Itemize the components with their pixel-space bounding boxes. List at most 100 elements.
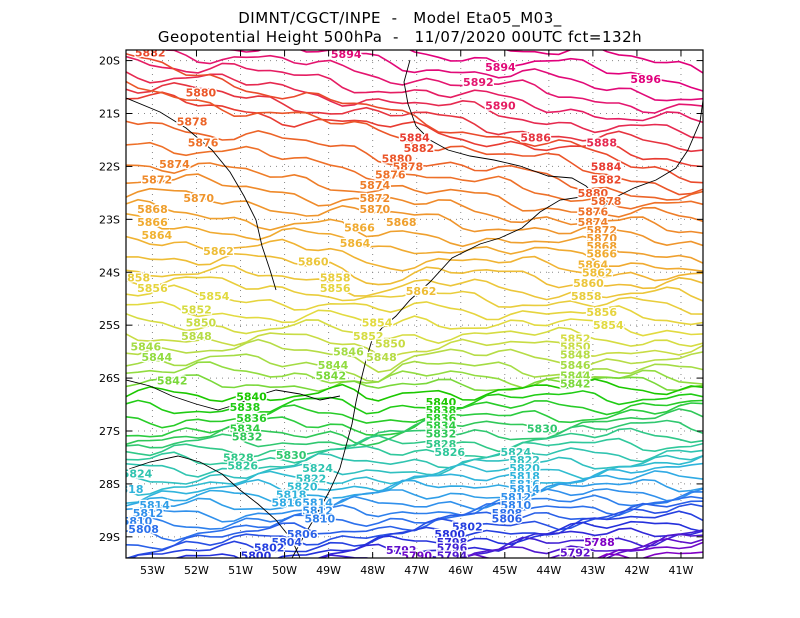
contour-label: 5882 [135, 47, 166, 60]
contour-line-5894 [221, 50, 703, 102]
contour-label: 5862 [582, 266, 613, 279]
contour-label: 5864 [578, 258, 609, 271]
contour-label: 5876 [188, 137, 219, 150]
contour-label: 5886 [520, 131, 551, 144]
contour-line-5856 [126, 284, 703, 326]
contour-line-5890 [126, 55, 703, 124]
contour-label: 5794 [437, 549, 468, 562]
contour-label: 5854 [199, 290, 230, 303]
contour-label: 5840 [236, 391, 267, 404]
contour-label: 5870 [586, 232, 617, 245]
x-tick-label: 52W [184, 564, 209, 577]
contour-label: 5804 [271, 536, 302, 549]
contour-label: 5812 [500, 491, 531, 504]
contour-label: 5852 [181, 303, 212, 316]
y-tick-label: 28S [99, 478, 120, 491]
contour-label: 5792 [386, 544, 417, 557]
contour-label: 5870 [183, 192, 214, 205]
contour-label: 5818 [113, 483, 144, 496]
contour-label: 5878 [177, 115, 208, 128]
contour-label: 5812 [302, 504, 333, 517]
contour-line-5796 [318, 529, 703, 558]
contour-label: 5872 [142, 174, 173, 187]
contour-line-5840 [126, 378, 703, 403]
coastline [126, 59, 703, 558]
contour-line-5854 [126, 301, 703, 337]
contour-line-5788 [596, 551, 703, 558]
x-tick-label: 46W [448, 564, 473, 577]
contour-label: 5888 [586, 137, 617, 150]
contour-label: 5824 [122, 467, 153, 480]
contour-label: 5850 [186, 317, 217, 330]
contour-label: 5806 [287, 528, 318, 541]
contour-label: 5822 [296, 473, 327, 486]
y-tick-label: 22S [99, 160, 120, 173]
x-tick-label: 41W [669, 564, 694, 577]
contour-line-5800 [173, 520, 703, 558]
contour-line-5830 [126, 419, 703, 449]
contour-line-5826 [126, 437, 703, 466]
contour-label: 5868 [586, 240, 617, 253]
contour-label: 5848 [181, 330, 212, 343]
contour-label: 5862 [406, 285, 437, 298]
contour-label: 5810 [500, 499, 531, 512]
contour-label: 5884 [399, 131, 430, 144]
contour-label: 5858 [571, 290, 602, 303]
contour-line-5818 [126, 462, 703, 504]
contour-line-5886 [126, 81, 703, 153]
contour-label: 5894 [485, 61, 516, 74]
contour-label: 5854 [593, 319, 624, 332]
contour-line-5814 [126, 478, 703, 511]
contour-label: 5792 [560, 547, 591, 560]
contour-label: 5802 [254, 541, 285, 554]
contour-label: 5844 [560, 369, 591, 382]
contour-line-5808 [126, 495, 703, 542]
contour-label: 5836 [236, 412, 267, 425]
contour-label: 5880 [382, 152, 413, 165]
contour-line-5888 [126, 71, 703, 139]
contour-label: 5828 [223, 451, 254, 464]
chart-title-line2: Geopotential Height 500hPa - 11/07/2020 … [158, 28, 642, 46]
contour-line-5828 [126, 427, 703, 459]
contour-line-5882 [126, 53, 703, 184]
contour-label: 5818 [509, 470, 540, 483]
contour-label: 5846 [333, 346, 364, 359]
contour-line-5848 [126, 338, 703, 373]
contour-label: 5852 [353, 330, 384, 343]
x-tick-label: 49W [316, 564, 341, 577]
contour-label: 5798 [437, 536, 468, 549]
contour-label: 5878 [591, 195, 622, 208]
y-axis: 20S 21S 22S 23S 24S 25S 26S 27S 28S 29S [99, 55, 703, 544]
contour-label: 5842 [157, 375, 188, 388]
contour-label: 5866 [137, 216, 168, 229]
coastline-lagoon [126, 455, 301, 558]
contour-label: 5840 [426, 396, 457, 409]
contour-label: 5862 [203, 245, 234, 258]
contour-lines [126, 50, 703, 558]
contour-label: 5882 [591, 174, 622, 187]
contour-label: 5894 [331, 48, 362, 61]
contour-label: 5850 [560, 340, 591, 353]
contour-line-5812 [126, 488, 703, 523]
contour-label: 5876 [375, 168, 406, 181]
x-tick-label: 48W [360, 564, 385, 577]
contour-label: 5824 [302, 462, 333, 475]
contour-label: 5802 [452, 520, 483, 533]
contour-label: 5816 [271, 496, 302, 509]
contour-label: 5838 [230, 401, 261, 414]
contour-label: 5830 [527, 422, 558, 435]
coastline-inland [126, 97, 277, 291]
contour-line-5858 [126, 276, 703, 315]
contour-label: 5868 [137, 203, 168, 216]
contour-label: 5858 [320, 272, 351, 285]
coastline-sp-rj [403, 59, 703, 207]
contour-label: 5800 [434, 528, 465, 541]
contour-label: 5882 [404, 142, 435, 155]
contour-line-5866 [126, 213, 703, 272]
contour-line-5896 [408, 50, 703, 92]
gridlines [126, 50, 703, 558]
contour-line-5846 [126, 353, 703, 383]
contour-label: 5852 [560, 332, 591, 345]
contour-label: 5874 [159, 158, 190, 171]
contour-line-5870 [126, 187, 703, 247]
